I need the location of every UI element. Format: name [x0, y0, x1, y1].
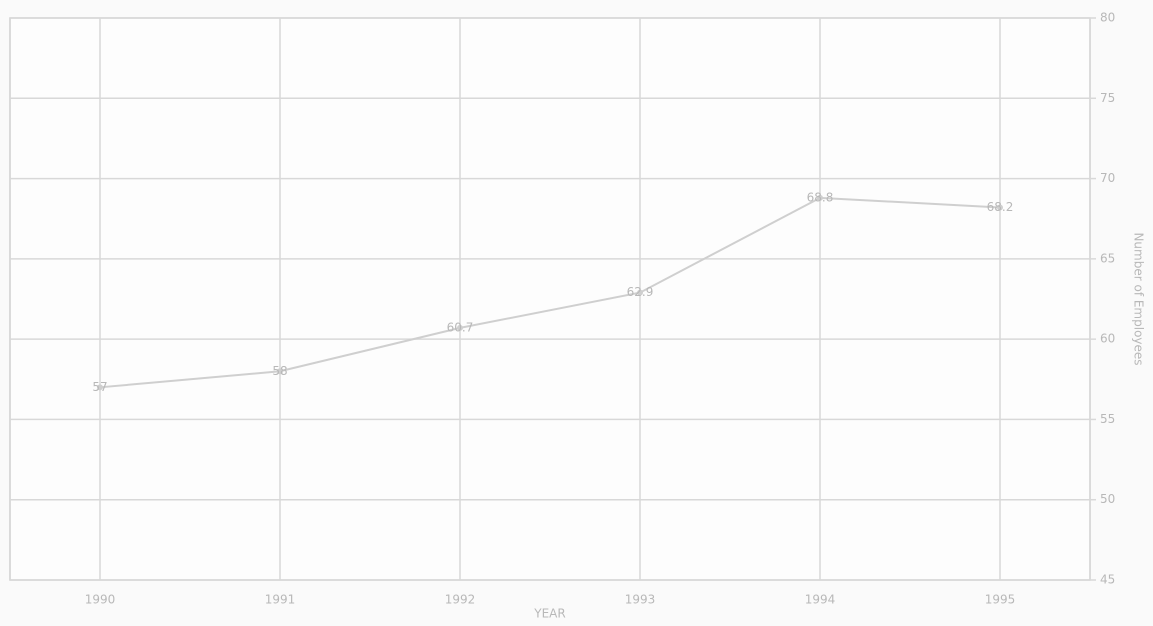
- data-label: 58: [272, 364, 287, 378]
- x-tick-label: 1994: [805, 593, 836, 607]
- point: [277, 368, 283, 375]
- data-label: 62.9: [627, 285, 654, 299]
- point: [97, 384, 103, 391]
- x-tick-label: 1990: [85, 593, 116, 607]
- y-tick-label: 50: [1100, 492, 1115, 506]
- point: [457, 324, 463, 331]
- x-tick-label: 1991: [265, 593, 296, 607]
- point: [637, 289, 643, 296]
- data-label: 68.2: [987, 200, 1014, 214]
- point: [997, 204, 1003, 211]
- data-label: 57: [92, 380, 107, 394]
- y-tick-label: 60: [1100, 332, 1115, 346]
- data-label: 60.7: [447, 320, 474, 334]
- point: [817, 194, 823, 201]
- x-tick-label: 1995: [985, 593, 1016, 607]
- y-tick-label: 65: [1100, 251, 1115, 265]
- y-tick-label: 55: [1100, 412, 1115, 426]
- y-axis-title: Number of Employees: [1132, 232, 1146, 365]
- y-tick-label: 45: [1100, 573, 1115, 587]
- series-line: [99, 196, 1001, 389]
- plot-area: [9, 17, 1091, 581]
- y-tick-label: 80: [1100, 11, 1115, 25]
- y-tick-label: 70: [1100, 171, 1115, 185]
- x-tick-label: 1993: [625, 593, 656, 607]
- x-tick-label: 1992: [445, 593, 476, 607]
- data-label: 68.8: [807, 190, 834, 204]
- y-tick-label: 75: [1100, 91, 1115, 105]
- x-axis-title: YEAR: [533, 607, 565, 621]
